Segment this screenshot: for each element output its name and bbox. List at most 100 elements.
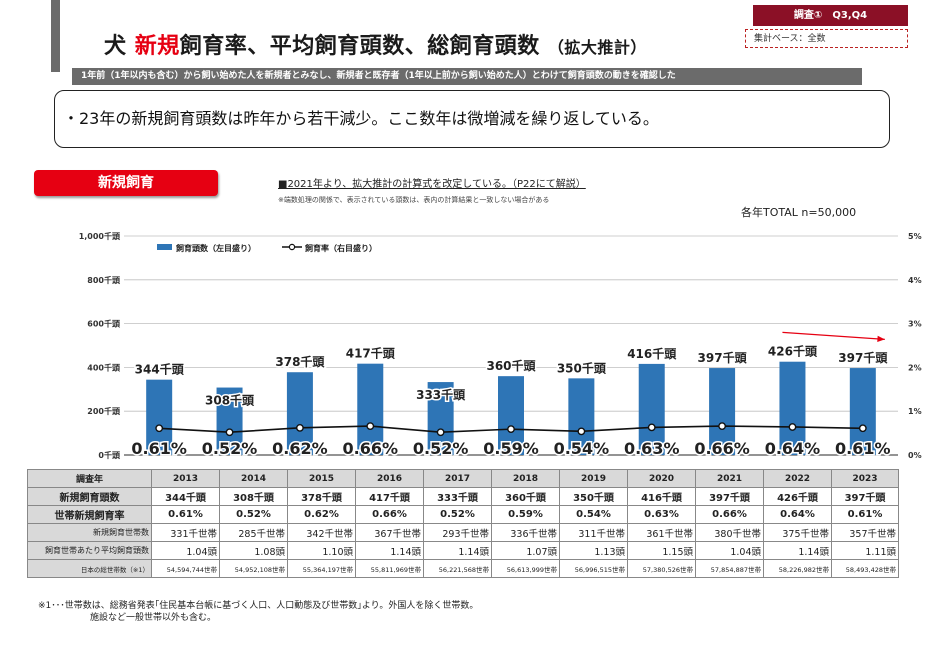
rate-value-label: 0.54% [554,439,610,458]
combo-chart: 0千頭 200千頭 400千頭 600千頭 800千頭 1,000千頭 0% 1% 2% 3% 4%… [79,231,922,460]
table-year-header: 2018 [491,469,560,488]
bar-value-label: 416千頭 [627,346,677,361]
table-cell: 1.08頭 [219,541,288,560]
rate-value-label: 0.52% [202,439,258,458]
table-cell: 308千頭 [219,487,288,506]
table-cell: 1.04頭 [151,541,220,560]
table-row: 日本の総世帯数（※1） 54,594,744世帯 54,952,108世帯 55,36… [27,559,899,578]
y-left-tick-label: 600千頭 [87,319,121,329]
method-note: ■2021年より、拡大推計の計算式を改定している。（P22にて解説） [278,179,586,190]
table-year-header: 2022 [763,469,832,488]
rate-point [647,423,656,432]
table-row: 世帯新規飼育率 0.61% 0.52% 0.62% 0.66% 0.52% 0.59% 0.5… [27,505,899,524]
y-right-tick-label: 5% [908,232,922,241]
table-cell: 0.61% [831,505,899,524]
table-cell: 380千世帯 [695,523,764,542]
table-row: 飼育世帯あたり平均飼育頭数 1.04頭 1.08頭 1.10頭 1.14頭 1.14頭 1.… [27,541,899,560]
table-cell: 0.54% [559,505,628,524]
table-year-header: 2021 [695,469,764,488]
legend-line-marker [288,243,296,251]
legend-bar-label: 飼育頭数（左目盛り） [175,243,256,253]
rate-value-label: 0.66% [343,439,399,458]
table-header-label: 調査年 [27,469,152,488]
table-cell: 375千世帯 [763,523,832,542]
y-right-tick-label: 4% [908,276,922,285]
rate-value-label: 0.62% [272,439,328,458]
rate-value-label: 0.64% [765,439,821,458]
table-cell: 331千世帯 [151,523,220,542]
table-cell: 285千世帯 [219,523,288,542]
rate-point [225,428,234,437]
trend-arrow-head [877,335,885,342]
bar-value-label: 378千頭 [275,354,325,369]
table-row-label: 日本の総世帯数（※1） [27,559,152,578]
table-row-label: 飼育世帯あたり平均飼育頭数 [27,541,152,560]
rate-value-label: 0.61% [835,439,891,458]
base-label: 集計ベース：全数 [745,29,908,48]
table-cell: 1.10頭 [287,541,356,560]
rate-value-label: 0.66% [694,439,750,458]
bar [709,368,736,455]
table-cell: 333千頭 [423,487,492,506]
title-small: （拡大推計） [547,38,647,57]
table-year-header: 2019 [559,469,628,488]
bar [146,379,173,455]
table-year-header: 2013 [151,469,220,488]
table-cell: 0.62% [287,505,356,524]
table-cell: 58,226,982世帯 [763,559,832,578]
rate-value-label: 0.61% [131,439,187,458]
table-year-header: 2015 [287,469,356,488]
section-label: 新規飼育 [34,170,218,196]
table-row-label: 世帯新規飼育率 [27,505,152,524]
table-cell: 336千世帯 [491,523,560,542]
title-red: 新規 [134,34,180,59]
table-cell: 0.59% [491,505,560,524]
table-cell: 57,854,887世帯 [695,559,764,578]
table-row: 新規飼育世帯数 331千世帯 285千世帯 342千世帯 367千世帯 293千世帯 336… [27,523,899,542]
table-cell: 426千頭 [763,487,832,506]
table-row-label: 新規飼育頭数 [27,487,152,506]
total-n: 各年TOTAL n=50,000 [741,206,857,219]
table-year-header: 2020 [627,469,696,488]
bar [357,363,384,455]
table-header-row: 調査年 2013 2014 2015 2016 2017 2018 2019 2020 2021 2… [27,469,899,488]
table-cell: 1.13頭 [559,541,628,560]
bar-value-label: 397千頭 [838,350,888,365]
y-right-tick-label: 2% [908,363,922,372]
table-cell: 0.63% [627,505,696,524]
table-cell: 54,952,108世帯 [219,559,288,578]
title-main: 飼育率、平均飼育頭数、総飼育頭数 [179,34,540,59]
bar [286,372,313,455]
bar-value-label: 426千頭 [768,344,818,359]
table-cell: 361千世帯 [627,523,696,542]
rate-point [718,422,726,430]
table-cell: 1.14頭 [423,541,492,560]
table-cell: 0.52% [219,505,288,524]
bar [498,376,524,455]
data-table: 調査年 2013 2014 2015 2016 2017 2018 2019 2020 2021 2… [27,469,899,578]
table-year-header: 2016 [355,469,424,488]
page-title: 犬 新規飼育率、平均飼育頭数、総飼育頭数 （拡大推計） [104,28,647,60]
bar-value-label: 333千頭 [416,387,466,402]
rate-point [296,423,304,432]
rate-value-label: 0.52% [413,439,469,458]
rounding-note: ※端数処理の関係で、表示されている頭数は、表内の計算結果と一致しない場合がある [278,196,550,204]
bar-value-label: 417千頭 [346,346,396,361]
table-cell: 344千頭 [151,487,220,506]
title-prefix: 犬 [104,34,127,59]
y-left-tick-label: 200千頭 [87,406,121,416]
table-cell: 56,221,568世帯 [423,559,492,578]
legend-line-label: 飼育率（右目盛り） [304,243,377,253]
bar-value-label: 344千頭 [135,362,185,377]
table-cell: 417千頭 [355,487,424,506]
table-cell: 1.04頭 [695,541,764,560]
bar [427,382,454,455]
table-cell: 56,613,999世帯 [491,559,560,578]
table-cell: 55,364,197世帯 [287,559,356,578]
survey-badge: 調査① Q3,Q4 [753,5,908,26]
bar [638,363,665,455]
bar-value-label: 308千頭 [205,393,255,408]
rate-point [366,422,375,430]
y-left-tick-label: 0千頭 [98,450,121,460]
y-right-tick-label: 1% [908,407,922,416]
